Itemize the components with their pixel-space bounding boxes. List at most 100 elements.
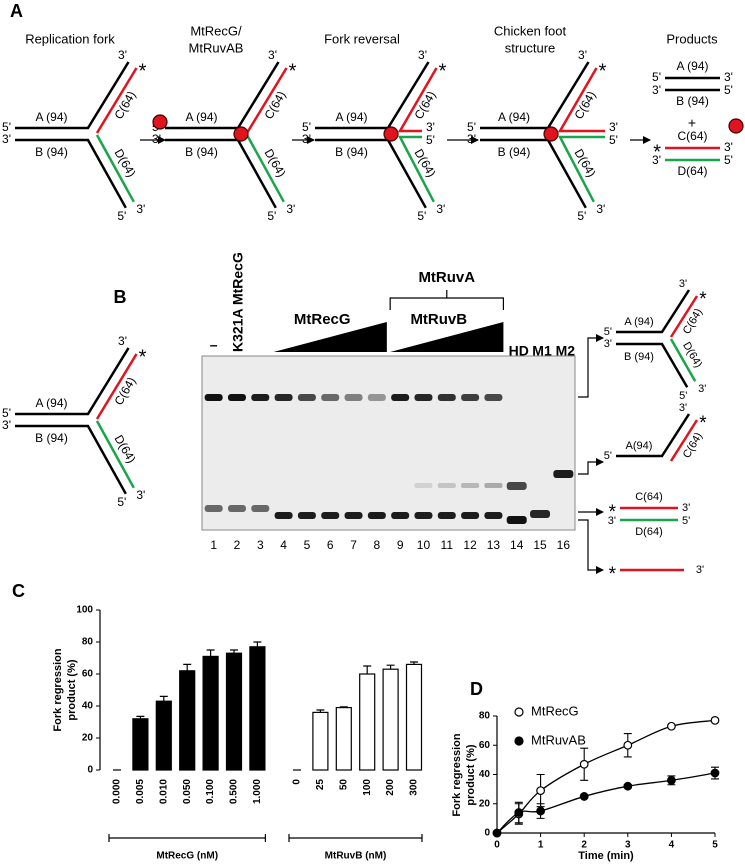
data-point <box>536 806 545 816</box>
error-bar <box>136 715 145 719</box>
gel-band <box>461 512 480 519</box>
strand-label: C(64) <box>635 491 663 503</box>
gel-band <box>437 394 456 401</box>
titration-wedge <box>273 322 387 352</box>
strand <box>616 413 691 458</box>
bracket <box>389 290 505 310</box>
gel <box>201 355 576 531</box>
strand-label: 5' <box>117 209 126 223</box>
lane-number: 7 <box>350 538 357 552</box>
strand <box>15 424 127 495</box>
gel-band <box>391 394 410 401</box>
gel-band <box>506 482 527 490</box>
strand-label: C(64) <box>681 431 705 461</box>
data-point <box>623 740 633 750</box>
strand-label: 3' <box>136 202 145 216</box>
star-label: * <box>439 60 447 82</box>
lane-number: 6 <box>327 538 334 552</box>
strand-label: 5' <box>604 450 612 462</box>
lane-number: 2 <box>234 538 241 552</box>
strand-label: 3' <box>118 48 127 62</box>
strand <box>397 135 435 203</box>
strand-label: 3' <box>436 202 445 216</box>
y-tick-label: 0 <box>484 828 490 839</box>
strand-label: 5' <box>467 120 476 134</box>
marker-lane-label: M1 <box>532 343 552 359</box>
strand-label: 5' <box>609 133 618 147</box>
stage-title: MtRuvAB <box>189 40 244 55</box>
gel-band <box>274 394 293 401</box>
titration-wedge <box>390 322 504 352</box>
lane-header: – <box>210 337 218 353</box>
star-label: * <box>699 289 707 310</box>
star-label: * <box>599 60 607 82</box>
strand <box>480 61 590 130</box>
y-tick-label: 40 <box>479 769 491 780</box>
strand-label: 3' <box>136 488 145 502</box>
strand-label: 3' <box>609 120 618 134</box>
legend-marker <box>514 736 524 746</box>
strand-label: C(64) <box>111 375 138 408</box>
gel-band <box>251 394 270 401</box>
x-tick-label: 0.100 <box>205 779 216 804</box>
gel-band <box>321 394 340 401</box>
lane-number: 16 <box>557 538 571 552</box>
y-tick-label: 40 <box>82 701 94 712</box>
gel-band <box>484 394 503 401</box>
gel-band <box>227 505 246 512</box>
group-label: MtRecG (nM) <box>156 851 218 862</box>
error-bar <box>363 665 372 674</box>
data-point <box>579 759 589 769</box>
x-tick-label: 200 <box>385 779 396 796</box>
gel-band <box>274 512 293 519</box>
gel-band <box>204 505 223 512</box>
strand <box>669 338 697 382</box>
strand-label: C(64) <box>261 89 288 122</box>
strand-label: D(64) <box>572 146 599 179</box>
series-line <box>496 719 716 834</box>
error-bar <box>253 641 262 647</box>
strand <box>15 61 130 130</box>
gel-band <box>391 512 410 519</box>
gel-band <box>484 512 503 519</box>
strand-label: 3' <box>302 132 311 146</box>
group-bracket <box>288 834 423 842</box>
lane-number: 9 <box>397 538 404 552</box>
data-point <box>710 768 720 778</box>
bar <box>312 711 329 771</box>
data-point <box>579 792 589 801</box>
lane-number: 12 <box>463 538 477 552</box>
gel-band <box>297 512 316 519</box>
strand-label: 3' <box>679 278 687 290</box>
strand-label: A (94) <box>185 110 217 124</box>
data-point <box>492 828 502 838</box>
strand-label: B (94) <box>676 94 709 108</box>
strand-label: C(64) <box>681 307 705 337</box>
strand-label: 5' <box>417 209 426 223</box>
bar <box>132 718 149 771</box>
data-point <box>514 808 524 817</box>
x-tick-label: 0 <box>494 840 500 851</box>
protein <box>233 126 249 142</box>
strand-label: D(64) <box>677 164 707 178</box>
bar <box>155 700 172 771</box>
stage-title: Products <box>666 31 718 46</box>
strand-label: B (94) <box>35 431 68 445</box>
strand <box>616 289 691 334</box>
strand <box>480 138 587 209</box>
protein <box>728 118 744 134</box>
stage-title: Replication fork <box>25 31 115 46</box>
strand-label: A (94) <box>676 59 708 73</box>
lane-number: 10 <box>417 538 431 552</box>
strand-label: 3' <box>2 418 11 432</box>
strand <box>165 138 277 209</box>
strand-label: C(64) <box>111 89 138 122</box>
error-bar <box>316 709 325 713</box>
x-tick-label: 0.500 <box>229 779 240 804</box>
stage-title: MtRecG/ <box>190 23 242 38</box>
lane-number: 8 <box>374 538 381 552</box>
strand-label: B (94) <box>35 145 68 159</box>
bar <box>179 670 196 771</box>
